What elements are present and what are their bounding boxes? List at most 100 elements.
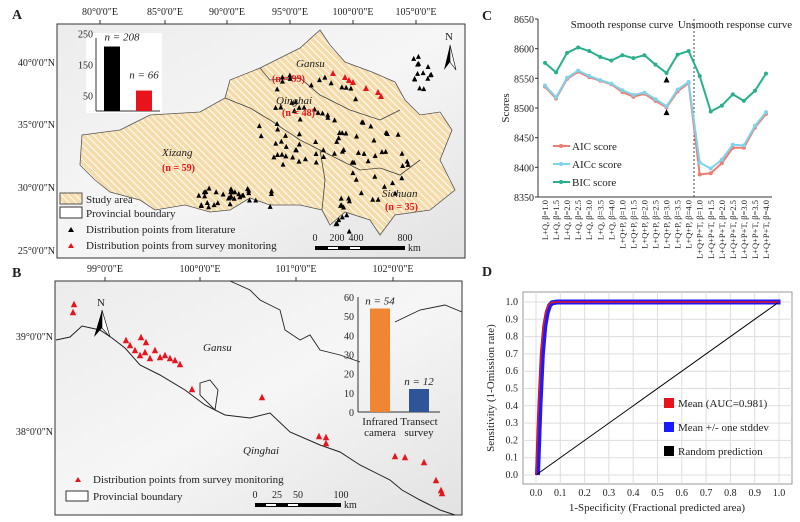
triangle-icon — [213, 189, 219, 195]
triangle-icon — [274, 86, 280, 92]
triangle-icon — [287, 75, 293, 81]
y-tick-label: 0.6 — [506, 366, 519, 377]
lon-tick: 100°0'0"E — [333, 7, 374, 18]
x-tick-label: L+Q+P+T, β=3.0 — [739, 200, 749, 259]
lon-tick: 101°0'0"E — [276, 264, 317, 275]
lon-tick: 105°0'0"E — [396, 7, 437, 18]
triangle-icon — [296, 131, 302, 137]
data-point — [554, 95, 559, 100]
y-tick-label: 8350 — [514, 193, 534, 204]
triangle-icon — [228, 193, 234, 199]
region-count-sichuan: (n = 35) — [385, 202, 418, 213]
triangle-icon — [330, 70, 336, 76]
triangle-icon — [421, 86, 427, 92]
triangle-icon — [390, 180, 396, 186]
category-label: survey — [404, 427, 434, 439]
lon-tick: 99°0'0"E — [87, 264, 123, 275]
panel-c-label: C — [482, 9, 492, 24]
y-tick-label: 0.9 — [506, 314, 519, 325]
data-point — [554, 70, 559, 75]
triangle-icon — [334, 220, 340, 226]
triangle-icon — [336, 217, 342, 223]
triangle-icon — [344, 212, 350, 218]
scale-label: 50 — [293, 490, 303, 501]
series-line-aicc — [544, 69, 767, 170]
lat-tick: 38°0'0"N — [16, 427, 53, 438]
triangle-icon — [131, 346, 139, 354]
triangle-icon — [663, 76, 670, 83]
study-area — [79, 29, 456, 236]
x-tick-label: L+Q+P+T, β=2.0 — [717, 200, 727, 259]
triangle-icon — [320, 110, 326, 116]
data-point — [642, 53, 647, 58]
triangle-icon — [70, 300, 78, 308]
y-tick-label: 10 — [344, 389, 354, 400]
legend-label: AICc score — [572, 159, 622, 171]
triangle-icon — [411, 55, 417, 61]
triangle-icon — [126, 341, 134, 349]
scale-label: 0 — [253, 490, 258, 501]
data-point — [730, 92, 735, 97]
triangle-icon — [399, 150, 405, 156]
triangle-icon — [230, 189, 236, 195]
triangle-icon — [258, 393, 266, 401]
triangle-icon — [258, 133, 264, 139]
y-tick-label: 0.0 — [506, 470, 519, 481]
data-point — [686, 79, 691, 84]
y-tick-label: 0.1 — [506, 453, 519, 464]
triangle-icon — [301, 104, 307, 110]
triangle-icon — [296, 158, 302, 164]
triangle-icon — [141, 348, 149, 356]
triangle-icon — [338, 202, 344, 208]
triangle-icon — [332, 117, 338, 123]
x-tick-label: L+Q, β=3.0 — [584, 200, 594, 240]
data-point — [697, 73, 702, 78]
legend-label: AIC score — [572, 141, 617, 153]
legend-marker — [559, 162, 563, 166]
x-tick-label: L+Q+P, β=3.0 — [662, 200, 672, 249]
data-point — [565, 75, 570, 80]
legend-label: Distribution points from survey monitori… — [93, 474, 284, 486]
triangle-icon — [346, 228, 352, 234]
triangle-icon — [256, 123, 262, 129]
data-point — [686, 49, 691, 54]
x-tick-label: 0.0 — [530, 488, 543, 499]
lat-tick: 35°0'0"N — [18, 120, 55, 131]
legend-swatch — [664, 446, 674, 456]
x-tick-label: L+Q+P+T, β=1.0 — [695, 200, 705, 259]
data-point — [697, 172, 702, 177]
legend-swatch — [664, 422, 674, 432]
triangle-icon — [404, 158, 410, 164]
triangle-icon — [137, 333, 145, 341]
triangle-icon — [206, 204, 212, 210]
triangle-icon — [417, 85, 423, 91]
triangle-icon — [279, 74, 285, 80]
y-tick-label: 8600 — [514, 45, 534, 56]
y-tick-label: 8400 — [514, 163, 534, 174]
north-arrow-icon: N — [94, 297, 111, 338]
region-label-gansu: Gansu — [296, 58, 325, 70]
triangle-icon — [337, 130, 343, 136]
bar — [409, 389, 429, 412]
triangle-icon — [395, 131, 401, 137]
y-tick-label: 0.8 — [506, 332, 519, 343]
triangle-icon — [75, 477, 81, 482]
panel-d-chart: D 0.0 0.1 0.2 0.3 0.4 0.5 0.6 0.7 0.8 0.9 1.0 0.0 0.… — [482, 265, 793, 514]
provincial-boundary — [55, 325, 456, 516]
triangle-icon — [283, 143, 289, 149]
triangle-icon — [122, 336, 130, 344]
triangle-icon — [273, 140, 279, 146]
triangle-icon — [412, 75, 418, 81]
triangle-icon — [274, 120, 280, 126]
triangle-icon — [215, 200, 221, 206]
triangle-icon — [171, 356, 179, 364]
region-count-gansu: (n = 99) — [272, 74, 305, 85]
triangle-icon — [325, 112, 331, 118]
triangle-icon — [287, 72, 293, 78]
triangle-icon — [312, 106, 318, 112]
y-tick-label: 250 — [78, 30, 93, 41]
data-point — [653, 62, 658, 67]
legend-a: Study area Provincial boundary Distribut… — [59, 192, 277, 252]
data-point — [598, 54, 603, 59]
